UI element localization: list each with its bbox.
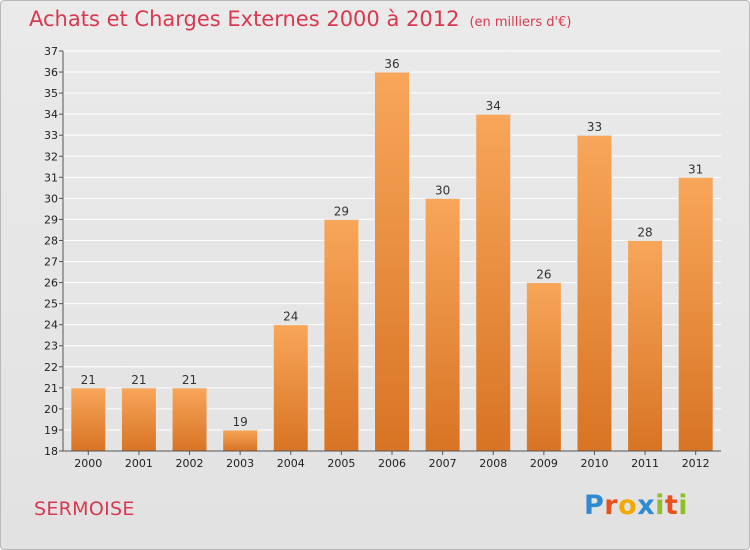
y-tick-label: 33	[44, 129, 58, 142]
location-name: SERMOISE	[34, 498, 135, 520]
y-tick-label: 32	[44, 150, 58, 163]
data-label-2004: 24	[283, 310, 298, 324]
y-tick-label: 31	[44, 171, 58, 184]
bar-2008	[475, 113, 512, 452]
bar-2010	[576, 134, 613, 452]
y-tick-label: 24	[44, 319, 58, 332]
data-label-2011: 28	[637, 225, 652, 239]
x-tick-label-2008: 2008	[479, 457, 507, 470]
data-label-2007: 30	[435, 183, 450, 197]
data-label-2009: 26	[536, 268, 551, 282]
y-tick-label: 21	[44, 382, 58, 395]
bar-2005	[323, 218, 360, 452]
data-label-2003: 19	[233, 415, 248, 429]
bars: 21 21 21 19 24 29 36 30 34 26 33 28 31	[70, 57, 714, 452]
x-tick-label-2012: 2012	[682, 457, 710, 470]
data-label-2012: 31	[688, 162, 703, 176]
data-label-2002: 21	[182, 373, 197, 387]
bar-2001	[120, 387, 157, 452]
x-tick-label-2003: 2003	[226, 457, 254, 470]
x-axis: 2000 2001 2002 2003 2004 2005 2006 2007 2008 2009…	[63, 450, 721, 470]
y-tick-label: 35	[44, 87, 58, 100]
data-label-2005: 29	[334, 204, 349, 218]
bar-2007	[424, 197, 461, 452]
x-tick-label-2006: 2006	[378, 457, 406, 470]
x-tick-label-2007: 2007	[429, 457, 457, 470]
y-tick-label: 22	[44, 361, 58, 374]
y-tick-label: 18	[44, 445, 58, 458]
chart-title-text: Achats et Charges Externes 2000 à 2012	[29, 7, 460, 31]
y-tick-label: 36	[44, 66, 58, 79]
y-tick-label: 28	[44, 234, 58, 247]
y-tick-label: 26	[44, 277, 58, 290]
data-label-2008: 34	[486, 99, 501, 113]
chart-title: Achats et Charges Externes 2000 à 2012 (e…	[29, 7, 571, 31]
y-axis: 18 19 20 21 22 23 24 25 26 27 28 29 30 31 32 33 34 35 36 37	[44, 45, 64, 458]
y-tick-label: 20	[44, 403, 58, 416]
x-tick-label-2004: 2004	[277, 457, 305, 470]
x-tick-label-2005: 2005	[327, 457, 355, 470]
bar-2012	[677, 176, 714, 452]
proxiti-logo: Proxiti	[584, 490, 689, 521]
unit-label: (en milliers d'€)	[469, 15, 572, 30]
y-tick-label: 30	[44, 192, 58, 205]
x-tick-label-2001: 2001	[125, 457, 153, 470]
bar-2009	[525, 282, 562, 452]
data-label-2000: 21	[81, 373, 96, 387]
y-tick-label: 25	[44, 298, 58, 311]
data-label-2001: 21	[131, 373, 146, 387]
y-tick-label: 23	[44, 340, 58, 353]
y-tick-label: 34	[44, 108, 58, 121]
x-tick-label-2009: 2009	[530, 457, 558, 470]
x-tick-label-2010: 2010	[580, 457, 608, 470]
y-tick-label: 19	[44, 424, 58, 437]
x-tick-label-2002: 2002	[176, 457, 204, 470]
bar-2011	[627, 239, 664, 452]
data-label-2010: 33	[587, 120, 602, 134]
y-tick-label: 29	[44, 213, 58, 226]
bar-2006	[374, 71, 410, 452]
bar-2000	[70, 387, 107, 452]
bar-2002	[171, 387, 208, 452]
data-label-2006: 36	[384, 57, 399, 71]
x-tick-label-2000: 2000	[74, 457, 102, 470]
x-tick-label-2011: 2011	[631, 457, 659, 470]
y-tick-label: 27	[44, 256, 58, 269]
bar-2004	[272, 324, 309, 452]
bar-2003	[222, 429, 259, 452]
y-tick-label: 37	[44, 45, 58, 58]
